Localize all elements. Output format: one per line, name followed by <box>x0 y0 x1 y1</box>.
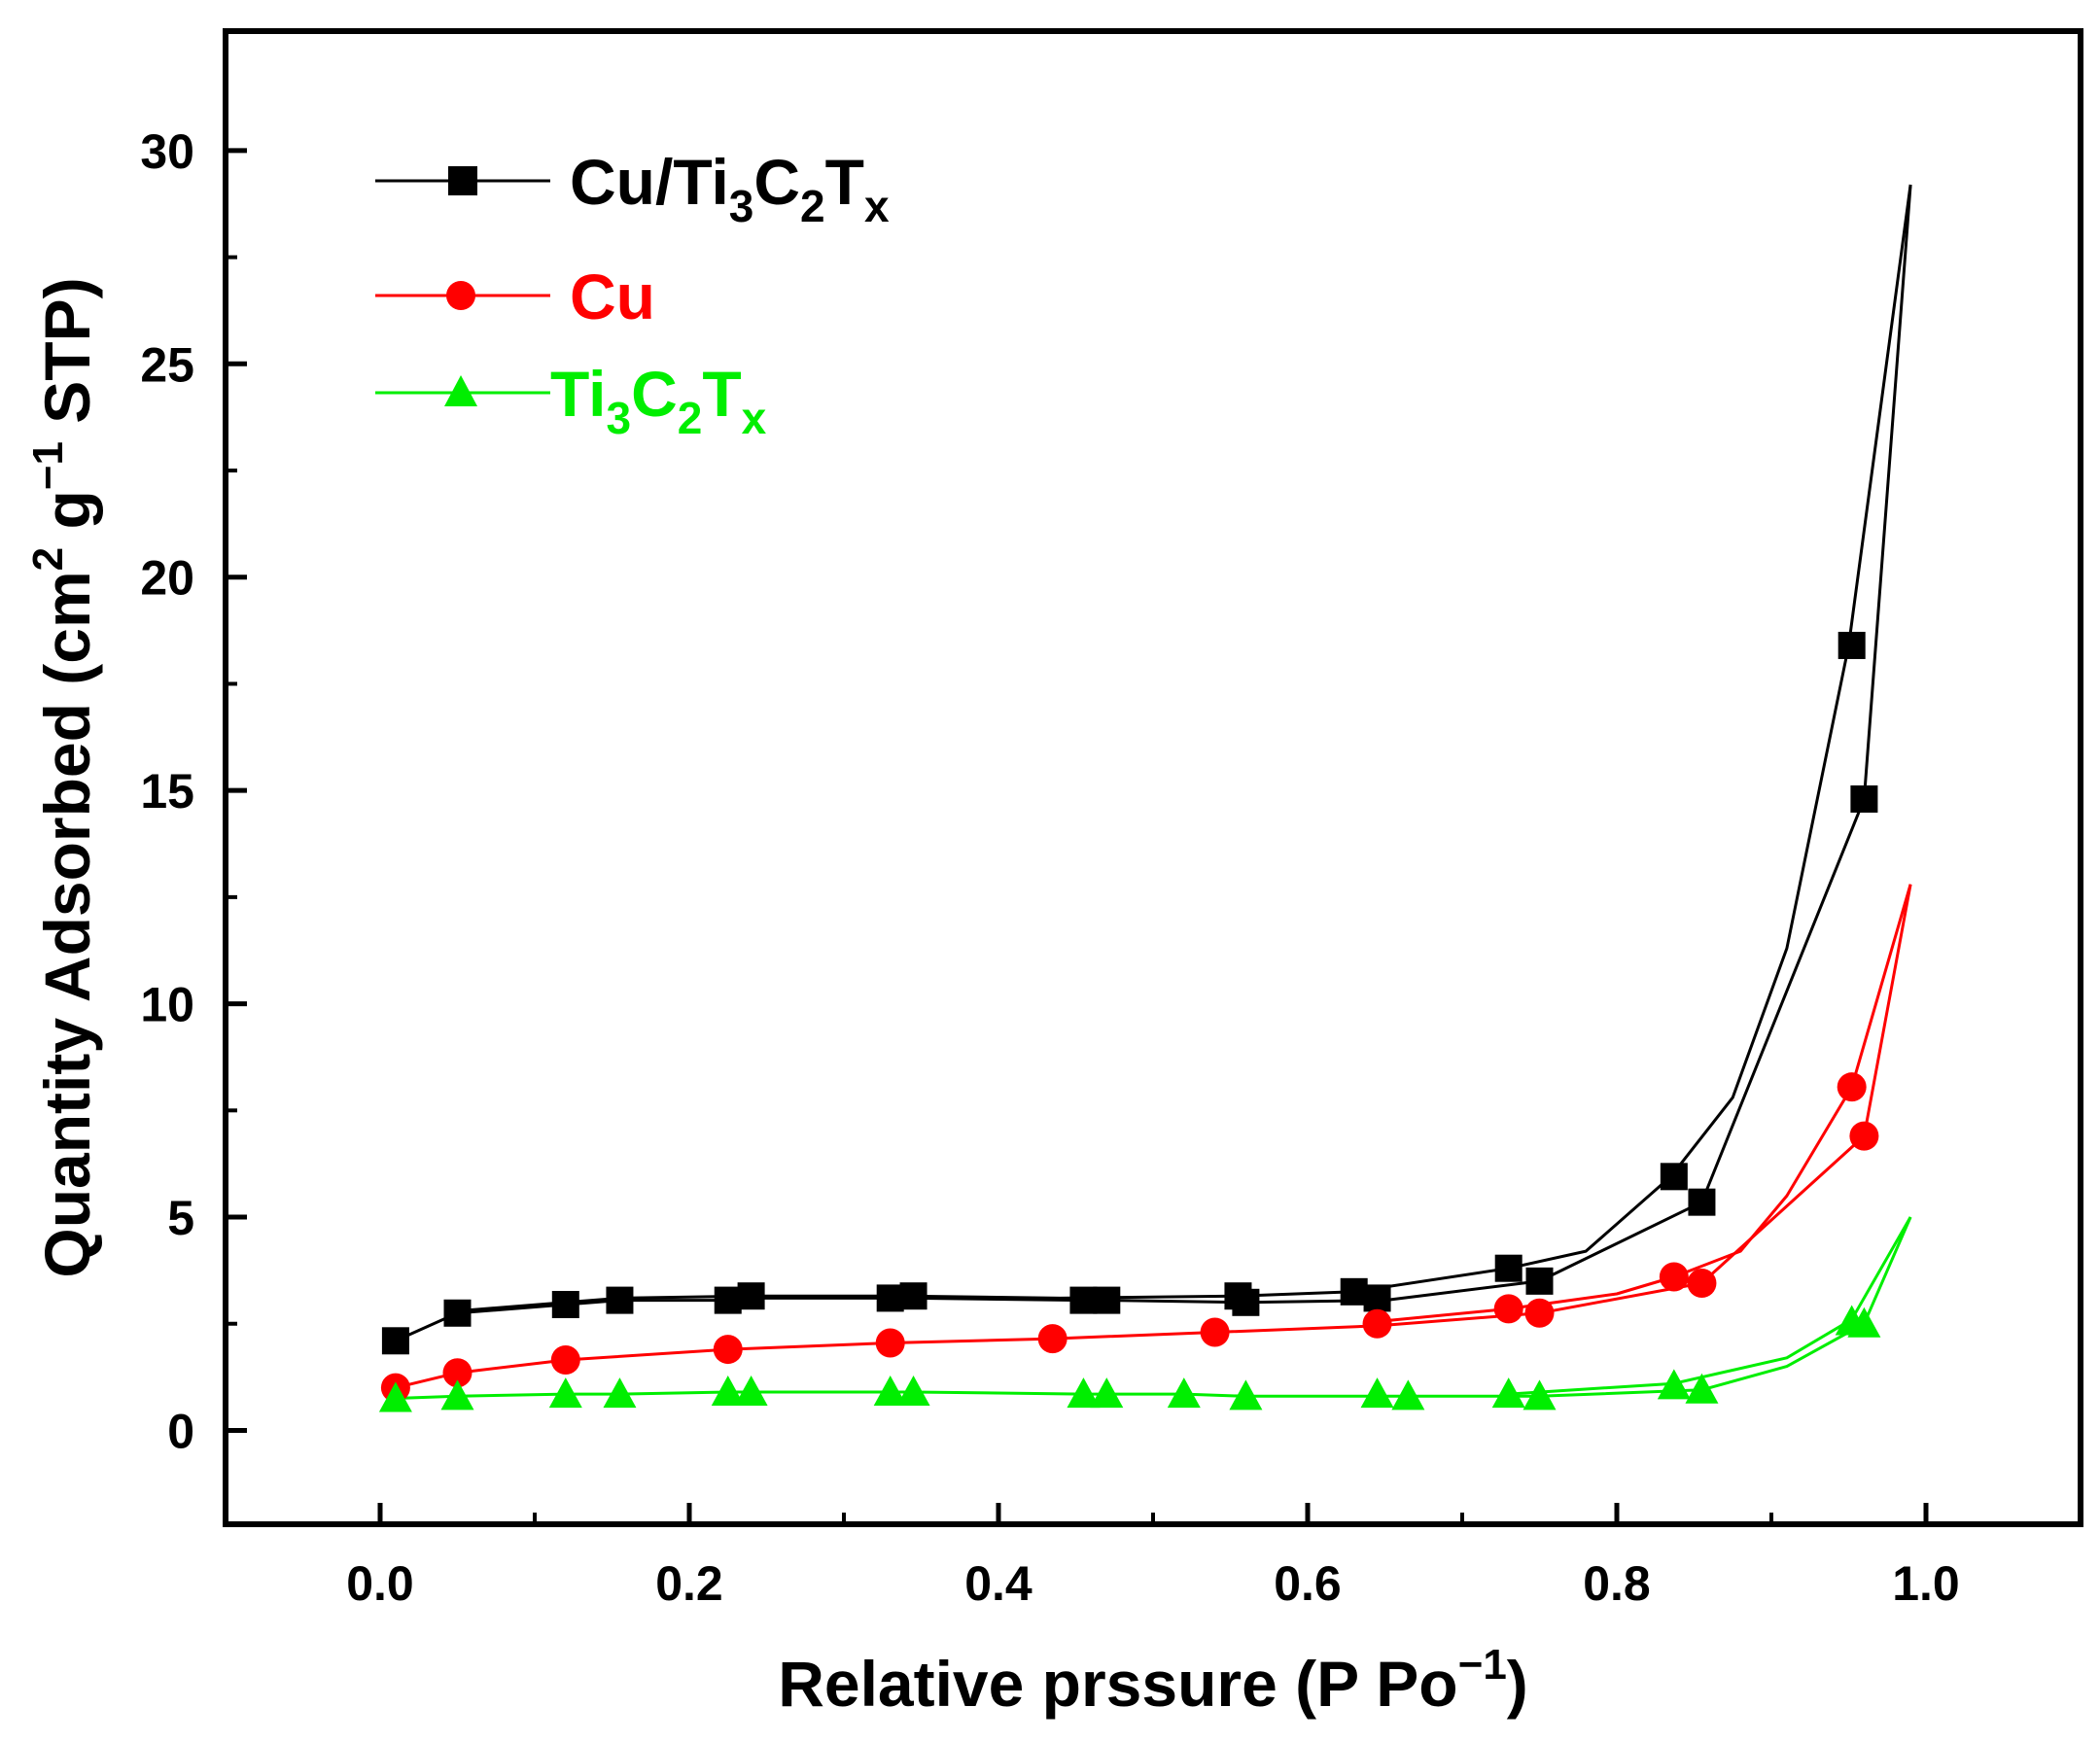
data-point-triangle <box>1167 1377 1201 1409</box>
legend: Cu/Ti3C2Tx Cu Ti3C2Tx <box>375 146 890 443</box>
legend-label-ti3c2tx: Ti3C2Tx <box>550 358 767 443</box>
data-point-triangle <box>1685 1373 1719 1404</box>
data-point-triangle <box>548 1377 582 1409</box>
data-point-square <box>551 1290 579 1318</box>
series-0-adsorption-line <box>395 184 1912 1342</box>
data-point-circle <box>1200 1317 1230 1347</box>
data-point-circle <box>875 1328 905 1358</box>
data-point-circle <box>1524 1298 1555 1328</box>
y-tick-label: 25 <box>140 337 194 392</box>
legend-item-ti3c2tx: Ti3C2Tx <box>375 358 767 443</box>
data-point-triangle <box>711 1375 745 1406</box>
data-point-triangle <box>1847 1306 1881 1338</box>
data-point-square <box>606 1286 634 1314</box>
data-point-square <box>1093 1286 1121 1314</box>
data-point-triangle <box>1522 1379 1557 1411</box>
x-tick-labels: 0.0 0.2 0.4 0.6 0.8 1.0 <box>346 1556 1960 1611</box>
data-point-triangle <box>1360 1377 1394 1409</box>
x-axis-title: Relative prssure (P Po−1) <box>778 1641 1528 1720</box>
y-tick-label: 0 <box>167 1404 194 1458</box>
series-2-desorption-line <box>1508 1216 1912 1396</box>
data-point-triangle <box>896 1375 930 1406</box>
data-point-triangle <box>873 1375 907 1406</box>
data-point-triangle <box>378 1381 412 1412</box>
legend-marker-circle <box>446 281 475 310</box>
data-point-circle <box>550 1345 580 1376</box>
legend-label-cu: Cu <box>570 261 655 332</box>
series-markers <box>378 631 1881 1412</box>
data-point-square <box>1363 1284 1391 1312</box>
y-tick-label: 15 <box>140 764 194 819</box>
data-point-circle <box>1362 1308 1392 1339</box>
data-point-triangle <box>1229 1379 1263 1411</box>
legend-marker-square <box>448 166 477 195</box>
data-point-square <box>443 1299 472 1327</box>
data-point-square <box>1660 1163 1688 1191</box>
x-tick-label: 1.0 <box>1892 1556 1960 1611</box>
x-tick-label: 0.6 <box>1274 1556 1342 1611</box>
x-tick-label: 0.4 <box>964 1556 1032 1611</box>
data-point-square <box>1525 1267 1554 1295</box>
y-tick-labels: 0 5 10 15 20 25 30 <box>140 124 194 1459</box>
data-point-circle <box>713 1335 743 1365</box>
data-point-triangle <box>1491 1377 1525 1409</box>
series-1-desorption-line <box>1377 884 1912 1323</box>
x-tick-label: 0.2 <box>655 1556 723 1611</box>
x-tick-label: 0.0 <box>346 1556 414 1611</box>
data-point-triangle <box>1391 1379 1425 1411</box>
data-point-circle <box>1687 1269 1717 1299</box>
data-point-triangle <box>603 1377 637 1409</box>
data-point-square <box>1494 1254 1522 1282</box>
legend-item-cu: Cu <box>375 261 655 332</box>
y-tick-label: 20 <box>140 551 194 606</box>
axis-ticks <box>226 148 1929 1524</box>
data-point-square <box>1069 1286 1098 1314</box>
legend-label-cu-ti3c2tx: Cu/Ti3C2Tx <box>570 146 890 231</box>
data-point-triangle <box>440 1379 474 1411</box>
data-point-square <box>381 1327 409 1355</box>
data-point-square <box>1838 631 1866 659</box>
series-lines <box>395 184 1912 1400</box>
data-point-circle <box>1493 1294 1523 1324</box>
data-point-triangle <box>1090 1377 1124 1409</box>
y-tick-label: 10 <box>140 978 194 1032</box>
data-point-circle <box>1837 1072 1867 1102</box>
data-point-square <box>899 1282 928 1310</box>
data-point-square <box>1232 1288 1260 1316</box>
data-point-square <box>1340 1277 1368 1306</box>
legend-item-cu-ti3c2tx: Cu/Ti3C2Tx <box>375 146 890 231</box>
data-point-circle <box>1037 1324 1068 1354</box>
y-tick-label: 30 <box>140 124 194 179</box>
legend-marker-triangle <box>444 375 477 406</box>
data-point-triangle <box>734 1375 768 1406</box>
data-point-square <box>737 1282 765 1310</box>
series-1-adsorption-line <box>395 884 1912 1390</box>
data-point-square <box>714 1286 742 1314</box>
data-point-triangle <box>1657 1369 1691 1400</box>
data-point-circle <box>1849 1121 1879 1151</box>
x-tick-label: 0.8 <box>1583 1556 1651 1611</box>
data-point-square <box>876 1284 904 1312</box>
series-0-desorption-line <box>457 184 1912 1313</box>
data-point-square <box>1688 1188 1716 1216</box>
data-point-circle <box>1659 1262 1689 1292</box>
data-point-square <box>1850 784 1878 813</box>
y-tick-label: 5 <box>167 1191 194 1245</box>
y-axis-title: Quantity Adsorbed (cm2 g−1 STP) <box>24 277 103 1277</box>
data-point-circle <box>442 1358 472 1388</box>
data-point-triangle <box>1067 1377 1101 1409</box>
